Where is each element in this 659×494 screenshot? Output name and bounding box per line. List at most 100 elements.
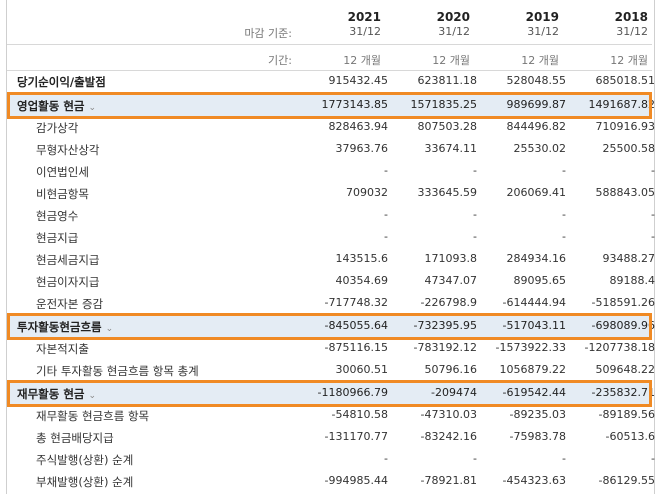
chevron-down-icon[interactable]: ⌄ [88, 103, 97, 113]
cell-2021: -875116.15 [324, 341, 388, 354]
cell-2021: 143515.6 [335, 252, 389, 265]
cell-2018: -60513.6 [605, 430, 655, 443]
row-label: 재무활동 현금흐름 항목 [36, 409, 150, 423]
period-2019: 12 개월 [521, 54, 559, 67]
cash-flow-table [6, 0, 655, 494]
operating-cash-toggle[interactable]: 영업활동 현금 ⌄ [17, 98, 96, 114]
chevron-down-icon[interactable]: ⌄ [88, 391, 97, 401]
table-row: 비현금항목 709032 333645.59 206069.41 588843.… [7, 182, 656, 204]
cell-2018: -89189.56 [598, 408, 655, 421]
table-row: 자본적지출 -875116.15 -783192.12 -1573922.33 … [7, 337, 655, 359]
cell-2019: 89095.65 [513, 274, 567, 287]
row-label: 현금영수 [36, 209, 79, 223]
cell-2021: 37963.76 [335, 142, 389, 155]
row-label: 기타 투자활동 현금흐름 항목 총계 [36, 364, 199, 378]
cell-2018: 685018.51 [595, 74, 656, 87]
cell-2019: - [562, 230, 566, 243]
basis-label: 마감 기준: [244, 27, 292, 40]
cell-2018: -235832.71 [591, 386, 655, 399]
cell-2019: -89235.03 [509, 408, 566, 421]
table-row-financing-cash[interactable]: 재무활동 현금 ⌄ -1180966.79 -209474 -619542.44 … [7, 382, 655, 404]
date-2018: 31/12 [616, 25, 648, 38]
cell-2020: 33674.11 [424, 142, 478, 155]
table-row-net-income: 당기순이익/출발점 915432.45 623811.18 528048.55 … [7, 70, 656, 92]
table-row-operating-cash[interactable]: 영업활동 현금 ⌄ 1773143.85 1571835.25 989699.87… [7, 94, 655, 116]
date-2021: 31/12 [349, 25, 381, 38]
row-label: 재무활동 현금 [17, 387, 85, 401]
cell-2019: -619542.44 [502, 386, 566, 399]
date-2020: 31/12 [438, 25, 470, 38]
financing-cash-toggle[interactable]: 재무활동 현금 ⌄ [17, 386, 96, 402]
cell-2020: -83242.16 [420, 430, 477, 443]
highlight-box-financing [7, 380, 652, 407]
table-row: 현금세금지급 143515.6 171093.8 284934.16 93488… [7, 248, 656, 270]
cell-2020: - [473, 208, 477, 221]
cell-2021: - [384, 164, 388, 177]
row-label: 영업활동 현금 [17, 99, 85, 113]
cell-2021: -131170.77 [324, 430, 388, 443]
cell-2021: - [384, 230, 388, 243]
cell-2020: 623811.18 [417, 74, 478, 87]
cell-2019: -454323.63 [502, 474, 566, 487]
cell-2021: -845055.64 [324, 319, 388, 332]
row-label: 총 현금배당지급 [36, 431, 114, 445]
cell-2021: -1180966.79 [317, 386, 388, 399]
cell-2021: -717748.32 [324, 296, 388, 309]
table-row: 부채발행(상환) 순계 -994985.44 -78921.81 -454323… [7, 470, 655, 492]
cell-2018: -1207738.18 [584, 341, 655, 354]
cell-2019: - [562, 208, 566, 221]
cell-2019: -75983.78 [509, 430, 566, 443]
table-row: 운전자본 증감 -717748.32 -226798.9 -614444.94 … [7, 292, 655, 314]
row-label: 자본적지출 [36, 342, 89, 356]
table-row: 현금지급 - - - - [7, 226, 655, 248]
row-label: 부채발행(상환) 순계 [36, 475, 134, 489]
header-bottom-divider [7, 70, 652, 71]
cell-2020: -47310.03 [420, 408, 477, 421]
cell-2019: 1056879.22 [499, 363, 566, 376]
cell-2021: - [384, 208, 388, 221]
header-divider [7, 44, 652, 45]
highlight-box-operating [7, 92, 652, 119]
cell-2020: 807503.28 [417, 120, 478, 133]
cell-2019: - [562, 452, 566, 465]
cell-2020: -783192.12 [413, 341, 477, 354]
cell-2018: 588843.05 [595, 186, 656, 199]
cell-2021: -54810.58 [331, 408, 388, 421]
cell-2020: 171093.8 [424, 252, 478, 265]
cell-2019: 844496.82 [506, 120, 567, 133]
cell-2021: 828463.94 [328, 120, 389, 133]
table-row: 이연법인세 - - - - [7, 160, 655, 182]
investing-cash-toggle[interactable]: 투자활동현금흐름 ⌄ [17, 319, 113, 335]
cell-2018: - [651, 452, 655, 465]
cell-2019: 206069.41 [506, 186, 567, 199]
cell-2020: - [473, 452, 477, 465]
row-label: 투자활동현금흐름 [17, 320, 102, 334]
cell-2019: -517043.11 [502, 319, 566, 332]
cell-2020: 50796.16 [424, 363, 478, 376]
cell-2019: -1573922.33 [495, 341, 566, 354]
cell-2018: - [651, 164, 655, 177]
row-label: 현금이자지급 [36, 275, 100, 289]
period-2020: 12 개월 [432, 54, 470, 67]
cell-2018: 93488.27 [602, 252, 656, 265]
row-label: 이연법인세 [36, 165, 89, 179]
cell-2018: -698089.96 [591, 319, 655, 332]
cell-2020: 333645.59 [417, 186, 478, 199]
cell-2021: 709032 [346, 186, 388, 199]
cell-2020: 1571835.25 [410, 98, 477, 111]
cell-2019: 284934.16 [506, 252, 567, 265]
table-row: 재무활동 현금흐름 항목 -54810.58 -47310.03 -89235.… [7, 404, 655, 426]
table-row-investing-cash[interactable]: 투자활동현금흐름 ⌄ -845055.64 -732395.95 -517043.… [7, 315, 655, 337]
period-2021: 12 개월 [343, 54, 381, 67]
chevron-down-icon[interactable]: ⌄ [105, 324, 114, 334]
cell-2021: 30060.51 [335, 363, 389, 376]
row-label: 현금세금지급 [36, 253, 100, 267]
highlight-box-investing [7, 313, 652, 340]
cell-2020: - [473, 230, 477, 243]
period-2018: 12 개월 [610, 54, 648, 67]
table-row: 현금영수 - - - - [7, 204, 655, 226]
table-row: 현금이자지급 40354.69 47347.07 89095.65 89188.… [7, 270, 655, 292]
cell-2019: 989699.87 [506, 98, 567, 111]
row-label: 현금지급 [36, 231, 79, 245]
cell-2018: -86129.55 [598, 474, 655, 487]
